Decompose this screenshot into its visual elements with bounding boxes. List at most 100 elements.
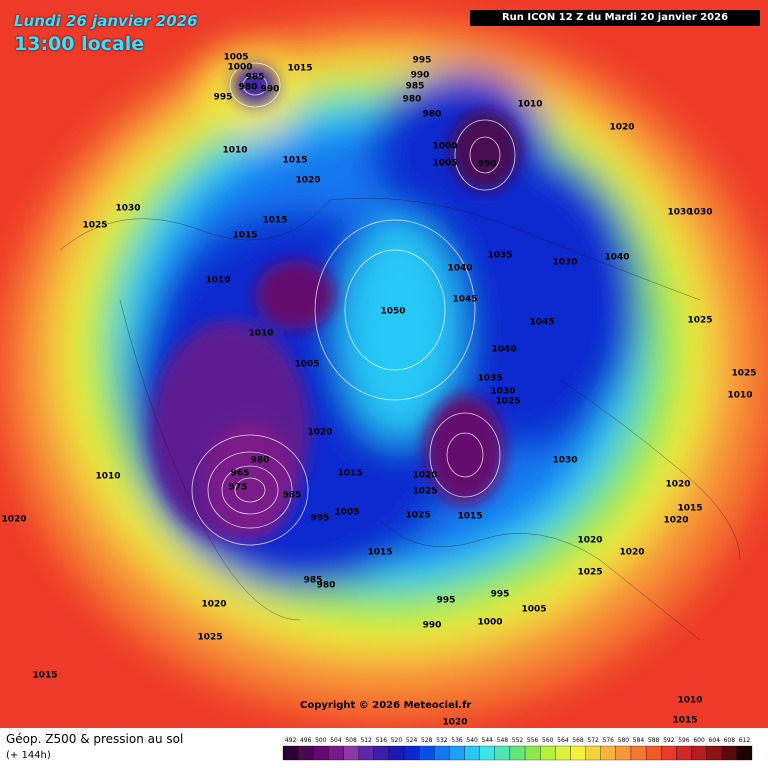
pressure-label: 985: [304, 576, 323, 586]
pressure-label: 1025: [577, 568, 602, 578]
pressure-label: 1030: [115, 204, 140, 214]
pressure-label: 990: [261, 85, 280, 95]
scale-label: 512: [360, 737, 372, 744]
copyright: Copyright © 2026 Meteociel.fr: [300, 700, 472, 711]
scale-label: 528: [421, 737, 433, 744]
pressure-label: 1025: [495, 397, 520, 407]
scale-label: 580: [618, 737, 630, 744]
scale-label: 544: [482, 737, 494, 744]
scale-swatch: [419, 745, 435, 761]
scale-label: 572: [587, 737, 599, 744]
pressure-label: 1030: [552, 258, 577, 268]
forecast-date: Lundi 26 janvier 2026: [14, 12, 198, 30]
scale-label: 584: [633, 737, 645, 744]
pressure-label: 1030: [667, 208, 692, 218]
pressure-label: 1015: [232, 231, 257, 241]
pressure-label: 1040: [447, 264, 472, 274]
scale-label: 564: [557, 737, 569, 744]
pressure-label: 980: [317, 581, 336, 591]
scale-label: 608: [724, 737, 736, 744]
pressure-label: 1020: [665, 480, 690, 490]
pressure-label: 985: [406, 82, 425, 92]
pressure-label: 995: [214, 93, 233, 103]
pressure-label: 1010: [205, 276, 230, 286]
pressure-label: 995: [413, 56, 432, 66]
pressure-label: 1015: [457, 512, 482, 522]
pressure-label: 990: [423, 621, 442, 631]
scale-label: 496: [300, 737, 312, 744]
pressure-label: 1000: [477, 618, 502, 628]
scale-swatch: [615, 745, 632, 761]
scale-swatch: [509, 745, 526, 761]
scale-label: 508: [345, 737, 357, 744]
scale-swatch: [570, 745, 586, 761]
scale-label: 536: [451, 737, 463, 744]
scale-swatch: [691, 745, 707, 761]
pressure-label: 1020: [663, 516, 688, 526]
forecast-time: 13:00 locale: [14, 33, 145, 55]
pressure-label: 1020: [577, 536, 602, 546]
scale-label: 552: [512, 737, 524, 744]
footer-title: Géop. Z500 & pression au sol: [6, 732, 184, 746]
scale-swatch: [434, 745, 450, 761]
pressure-label: 990: [478, 160, 497, 170]
scale-swatch: [403, 745, 420, 761]
scale-swatch: [464, 745, 480, 761]
pressure-label: 1020: [1, 515, 26, 525]
scale-swatch: [736, 745, 753, 761]
scale-label: 516: [376, 737, 388, 744]
pressure-label: 1015: [262, 216, 287, 226]
scale-swatch: [555, 745, 571, 761]
pressure-label: 1025: [412, 487, 437, 497]
pressure-label: 1010: [95, 472, 120, 482]
color-scale: 492 496 500 504 508 512 516 520 524 528 532 536 540 5…: [0, 728, 768, 768]
pressure-label: 975: [229, 483, 248, 493]
scale-label: 604: [708, 737, 720, 744]
isobars: [191, 62, 516, 546]
pressure-label: 1025: [731, 369, 756, 379]
pressure-label: 1000: [432, 142, 457, 152]
pressure-label: 1045: [529, 318, 554, 328]
pressure-label: 1025: [82, 221, 107, 231]
pressure-label: 1045: [452, 295, 477, 305]
scale-swatch: [706, 745, 722, 761]
scale-swatch: [449, 745, 465, 761]
pressure-label: 995: [491, 590, 510, 600]
pressure-label: 1020: [201, 600, 226, 610]
scale-label: 596: [678, 737, 690, 744]
pressure-label: 1000: [227, 63, 252, 73]
scale-label: 504: [330, 737, 342, 744]
scale-swatch: [721, 745, 738, 761]
run-info: Run ICON 12 Z du Mardi 20 janvier 2026: [470, 10, 760, 26]
pressure-label: 1020: [609, 123, 634, 133]
geopotential-field: [0, 20, 768, 720]
coastlines: [59, 197, 741, 641]
pressure-label: 980: [239, 83, 258, 93]
pressure-label: 995: [311, 514, 330, 524]
scale-label: 540: [466, 737, 478, 744]
pressure-label: 1015: [677, 504, 702, 514]
scale-swatch: [343, 745, 359, 761]
pressure-label: 1005: [432, 159, 457, 169]
footer-lead: (+ 144h): [6, 750, 51, 761]
pressure-label: 1005: [334, 508, 359, 518]
scale-swatch: [494, 745, 511, 761]
scale-swatch: [297, 745, 314, 761]
scale-label: 556: [527, 737, 539, 744]
pressure-label: 985: [246, 73, 265, 83]
scale-swatch: [600, 745, 616, 761]
scale-swatch: [313, 745, 329, 761]
pressure-label: 1015: [282, 156, 307, 166]
pressure-label: 1015: [672, 716, 697, 726]
pressure-label: 1020: [295, 176, 320, 186]
scale-swatch: [661, 745, 677, 761]
pressure-label: 980: [423, 110, 442, 120]
scale-swatch: [645, 745, 662, 761]
scale-label: 576: [603, 737, 615, 744]
pressure-label: 1010: [517, 100, 542, 110]
pressure-label: 1010: [222, 146, 247, 156]
scale-swatch: [676, 745, 692, 761]
pressure-label: 1035: [477, 374, 502, 384]
pressure-label: 1020: [619, 548, 644, 558]
